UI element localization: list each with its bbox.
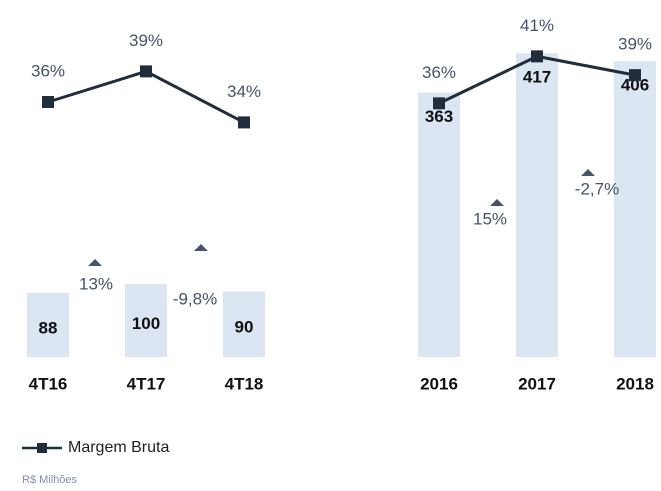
bar-value-label: 88 [39, 318, 58, 337]
legend-label: Margem Bruta [68, 439, 169, 456]
bar-value-label: 363 [425, 107, 453, 126]
bar-value-label: 100 [132, 314, 160, 333]
margin-marker [42, 96, 54, 108]
margin-label: 36% [31, 61, 65, 80]
margin-marker [531, 50, 543, 63]
margin-label: 39% [129, 31, 163, 50]
margin-marker [629, 69, 641, 82]
margin-label: 39% [618, 35, 652, 54]
growth-arrow [194, 244, 208, 251]
x-tick-label: 4T18 [225, 374, 264, 393]
bar [516, 53, 558, 357]
margin-marker [433, 97, 445, 110]
growth-arrow [490, 199, 504, 206]
bar [223, 291, 265, 357]
bar-value-label: 406 [621, 76, 649, 95]
growth-arrow [581, 169, 595, 176]
x-tick-label: 2018 [616, 374, 654, 393]
x-tick-label: 2016 [420, 374, 458, 393]
footnote: R$ Milhões [22, 474, 78, 486]
bar-value-label: 417 [523, 68, 551, 87]
bar [418, 92, 460, 358]
margin-marker [238, 116, 250, 129]
margin-label: 34% [227, 82, 261, 101]
legend-marker [37, 443, 47, 453]
bar-value-label: 90 [235, 318, 254, 337]
x-tick-label: 2017 [518, 374, 556, 393]
x-tick-label: 4T17 [127, 374, 166, 393]
growth-label: -2,7% [575, 179, 619, 198]
growth-label: -9,8% [173, 289, 217, 308]
margin-label: 36% [422, 63, 456, 82]
growth-label: 13% [79, 274, 113, 293]
x-tick-label: 4T16 [29, 374, 68, 393]
margin-label: 41% [520, 16, 554, 35]
margin-marker [140, 65, 152, 78]
legend: Margem Bruta R$ Milhões [22, 439, 169, 486]
growth-label: 15% [473, 209, 507, 228]
bar [614, 61, 656, 357]
bar [27, 292, 69, 357]
growth-arrow [88, 259, 102, 266]
bar [125, 284, 167, 357]
margin-line [47, 69, 245, 124]
